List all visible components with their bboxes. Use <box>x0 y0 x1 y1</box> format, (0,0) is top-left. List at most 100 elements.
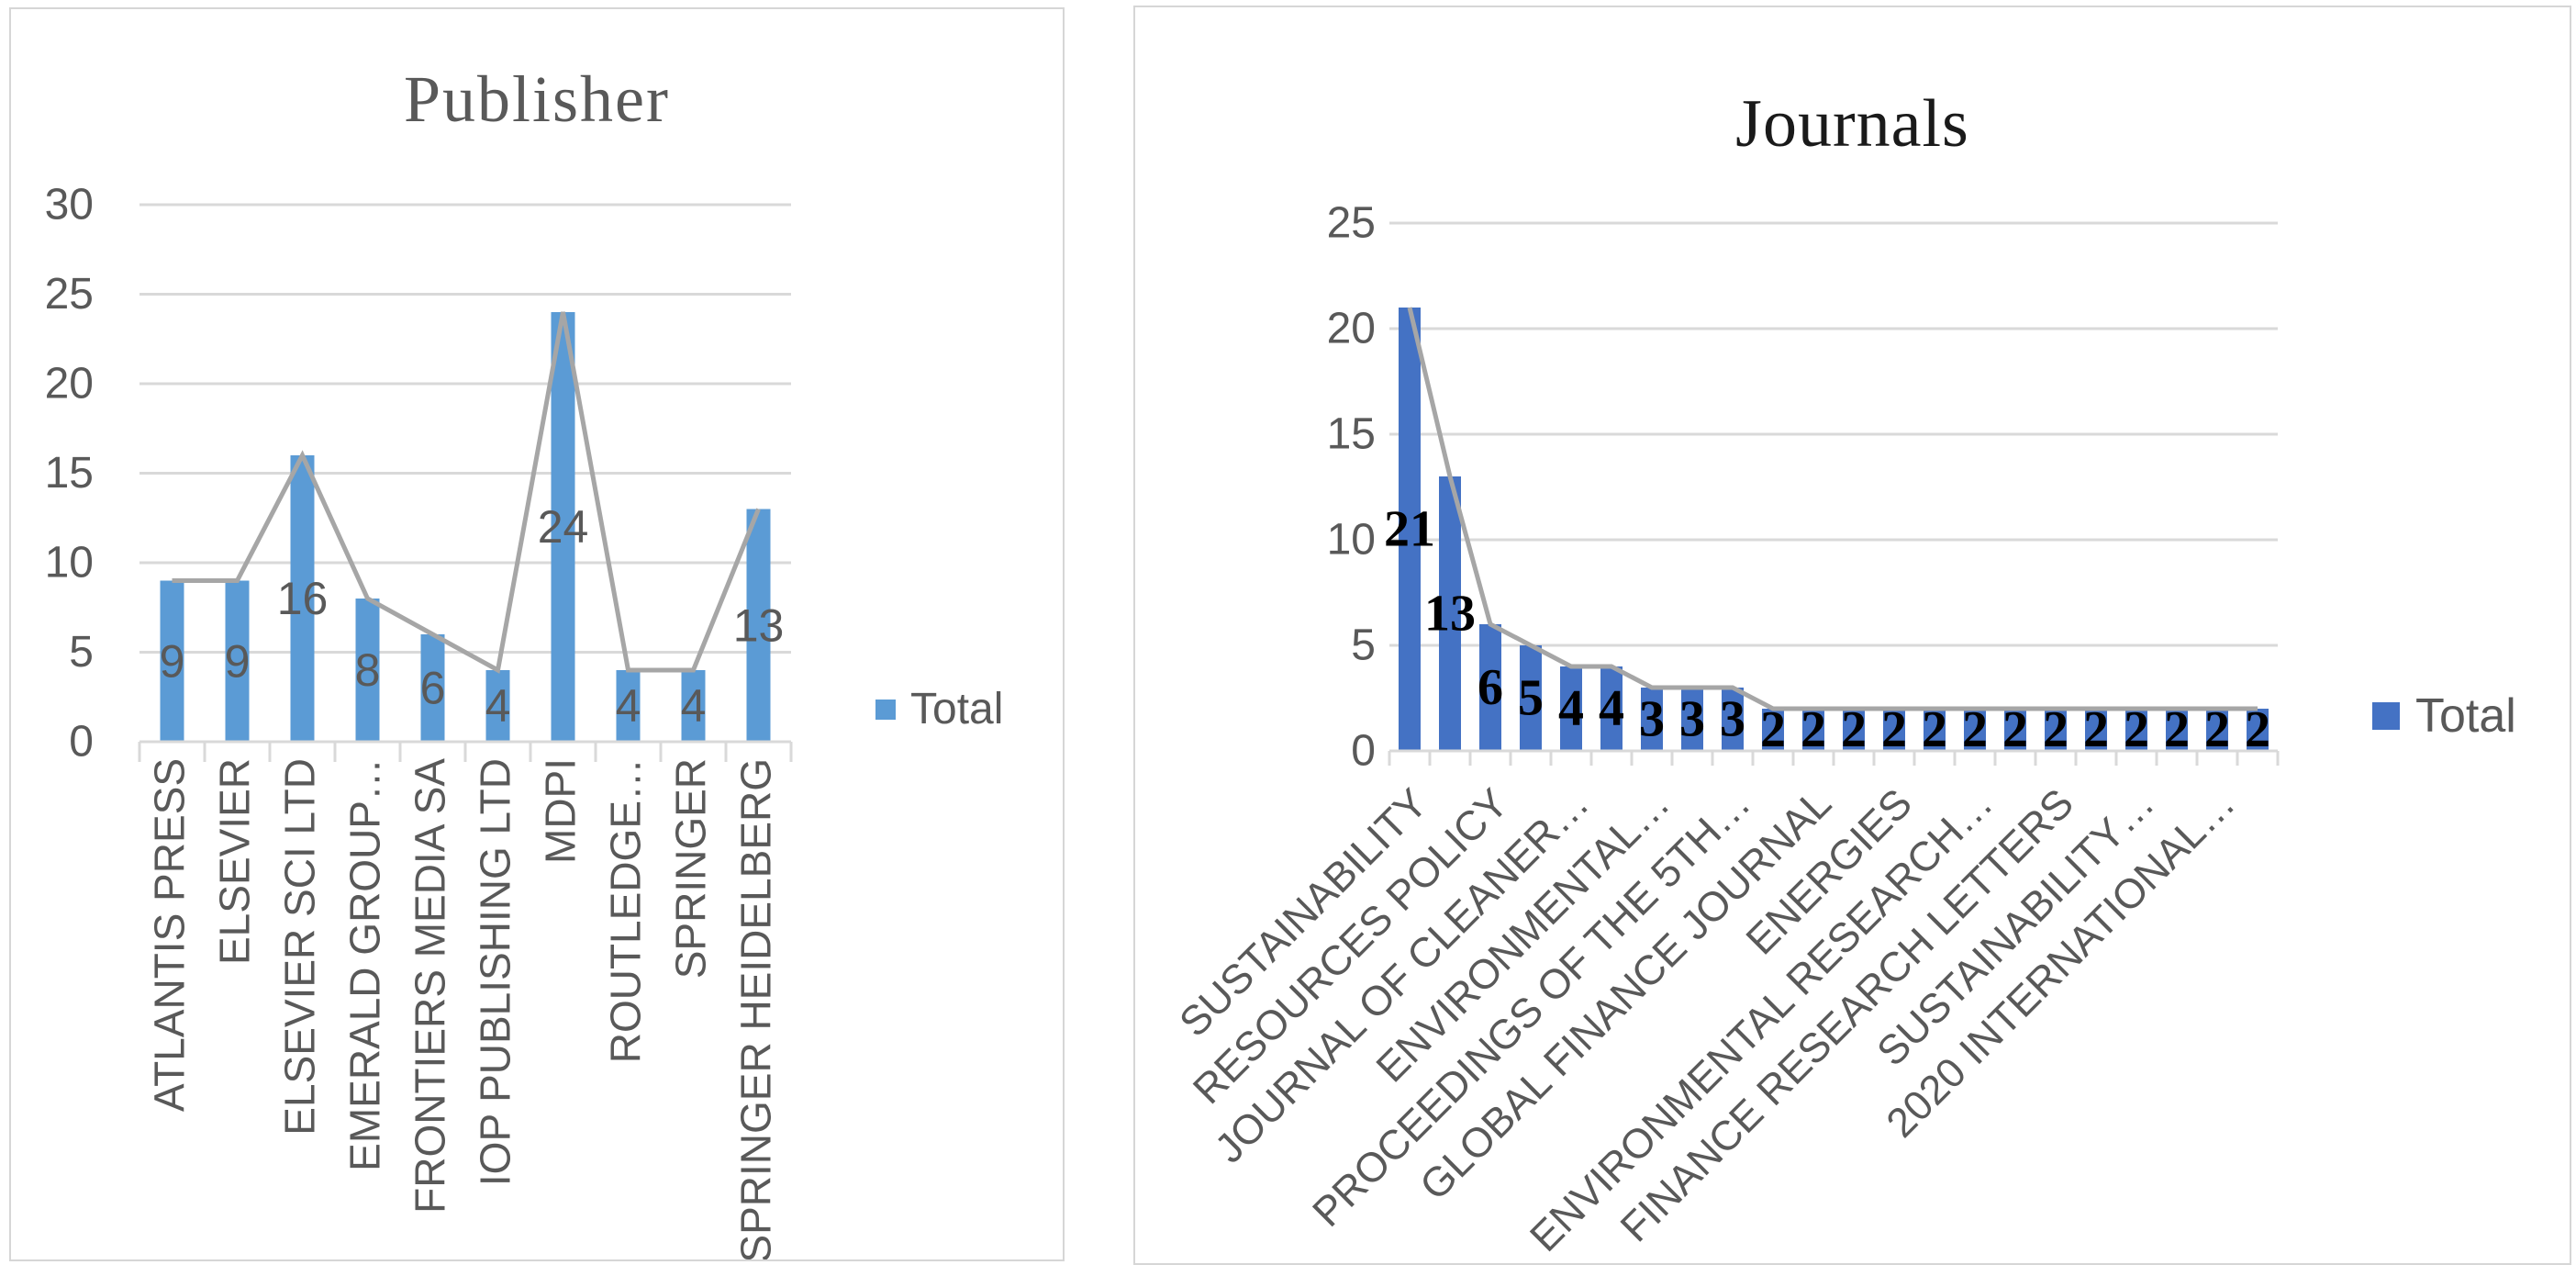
bar <box>2247 709 2269 751</box>
y-axis-tick-label: 30 <box>45 181 94 229</box>
x-axis-category-label: SPRINGER <box>667 758 715 979</box>
y-axis-tick-label: 10 <box>1327 516 1376 565</box>
data-label: 2 <box>2204 701 2230 758</box>
bar <box>1681 688 1703 751</box>
data-label: 6 <box>420 663 446 714</box>
legend-swatch-icon <box>2372 702 2400 730</box>
bar <box>2085 709 2107 751</box>
y-axis-tick-label: 0 <box>69 718 94 767</box>
bar <box>2045 709 2067 751</box>
data-label: 6 <box>1478 659 1503 716</box>
publisher-chart-title: Publisher <box>403 62 670 136</box>
data-label: 9 <box>225 635 251 687</box>
data-label: 2 <box>1801 701 1826 758</box>
total-line <box>1407 307 2258 711</box>
data-label: 16 <box>277 573 329 624</box>
data-label: 21 <box>1384 501 1435 558</box>
y-axis-tick-label: 5 <box>69 628 94 677</box>
bar <box>2206 709 2228 751</box>
data-label: 2 <box>2245 701 2270 758</box>
bar <box>1802 709 1824 751</box>
y-axis-tick-label: 5 <box>1351 621 1376 670</box>
data-label: 9 <box>160 635 185 687</box>
bar <box>1883 709 1905 751</box>
x-axis-category-label: SPRINGER HEIDELBERG <box>732 758 780 1261</box>
x-axis-category-label: ATLANTIS PRESS <box>146 758 194 1112</box>
data-label: 4 <box>681 680 707 732</box>
bar <box>1924 709 1946 751</box>
data-label: 8 <box>355 644 381 696</box>
y-axis-tick-label: 15 <box>45 449 94 498</box>
y-axis-tick-label: 0 <box>1351 727 1376 776</box>
bar <box>290 455 315 742</box>
x-axis-category-label: MDPI <box>537 758 585 864</box>
bar <box>225 580 250 742</box>
publisher-legend: Total <box>875 688 1003 732</box>
bar <box>551 312 575 742</box>
journals-chart-title: Journals <box>1735 86 1969 162</box>
bar <box>1722 688 1744 751</box>
x-axis-category-label: EMERALD GROUP… <box>341 758 389 1171</box>
y-axis-tick-label: 15 <box>1327 410 1376 459</box>
x-axis-category-label: ELSEVIER SCI LTD <box>276 758 324 1136</box>
bar <box>1600 666 1623 751</box>
data-label: 3 <box>1679 691 1705 748</box>
bar <box>1843 709 1865 751</box>
data-label: 2 <box>1881 701 1907 758</box>
data-label: 24 <box>538 501 589 553</box>
data-label: 2 <box>1922 701 1947 758</box>
data-label: 2 <box>2043 701 2069 758</box>
x-axis-category-label: FRONTIERS MEDIA SA <box>407 758 454 1214</box>
data-label: 2 <box>2002 701 2028 758</box>
data-label: 4 <box>616 680 641 732</box>
bar <box>2004 709 2026 751</box>
bar <box>1641 688 1663 751</box>
legend-label: Total <box>2415 689 2516 743</box>
data-label: 2 <box>2083 701 2109 758</box>
data-label: 4 <box>1558 680 1584 737</box>
bar <box>2125 709 2147 751</box>
bar <box>1439 476 1461 751</box>
bar <box>616 670 641 742</box>
bar <box>1520 645 1542 751</box>
data-label: 13 <box>733 599 785 651</box>
x-axis-category-label: ELSEVIER <box>211 758 259 965</box>
y-axis-tick-label: 10 <box>45 539 94 588</box>
data-label: 3 <box>1639 691 1665 748</box>
journals-legend: Total <box>2372 692 2516 740</box>
bar <box>485 670 510 742</box>
x-axis-category-label: ROUTLEDGE… <box>602 758 650 1063</box>
bar <box>2166 709 2188 751</box>
data-label: 2 <box>2164 701 2190 758</box>
bar <box>1964 709 1986 751</box>
data-label: 3 <box>1720 691 1745 748</box>
bar <box>746 509 771 742</box>
bar <box>355 599 380 742</box>
data-label: 13 <box>1424 586 1476 643</box>
x-axis-category-label: IOP PUBLISHING LTD <box>472 758 519 1186</box>
publisher-chart-panel: 0 5 10 15 20 25 30 9 9 16 8 6 4 24 4 4 13 ATLANTIS PRESS E… <box>9 7 1065 1261</box>
y-axis-tick-label: 25 <box>45 270 94 319</box>
total-line <box>172 311 761 674</box>
journals-chart-panel: 0 5 10 15 20 25 21 13 6 5 4 4 3 3 3 2 2 2 2 2 2 2 2 2 2 2 2 2 SUSTAI… <box>1133 6 2571 1265</box>
y-axis-tick-label: 20 <box>45 360 94 409</box>
data-label: 2 <box>2124 701 2149 758</box>
data-label: 2 <box>1841 701 1867 758</box>
legend-swatch-icon <box>875 700 896 720</box>
legend-label: Total <box>910 685 1004 733</box>
data-label: 4 <box>1599 680 1624 737</box>
data-label: 5 <box>1518 670 1544 727</box>
bar <box>1399 308 1421 751</box>
data-label: 2 <box>1962 701 1988 758</box>
y-axis-tick-label: 20 <box>1327 305 1376 353</box>
bar <box>1479 624 1501 751</box>
bar <box>681 670 706 742</box>
y-axis-tick-label: 25 <box>1327 199 1376 248</box>
data-label: 4 <box>485 680 511 732</box>
bar <box>160 580 184 742</box>
bar <box>1762 709 1784 751</box>
bar <box>420 634 445 742</box>
bar <box>1560 666 1582 751</box>
